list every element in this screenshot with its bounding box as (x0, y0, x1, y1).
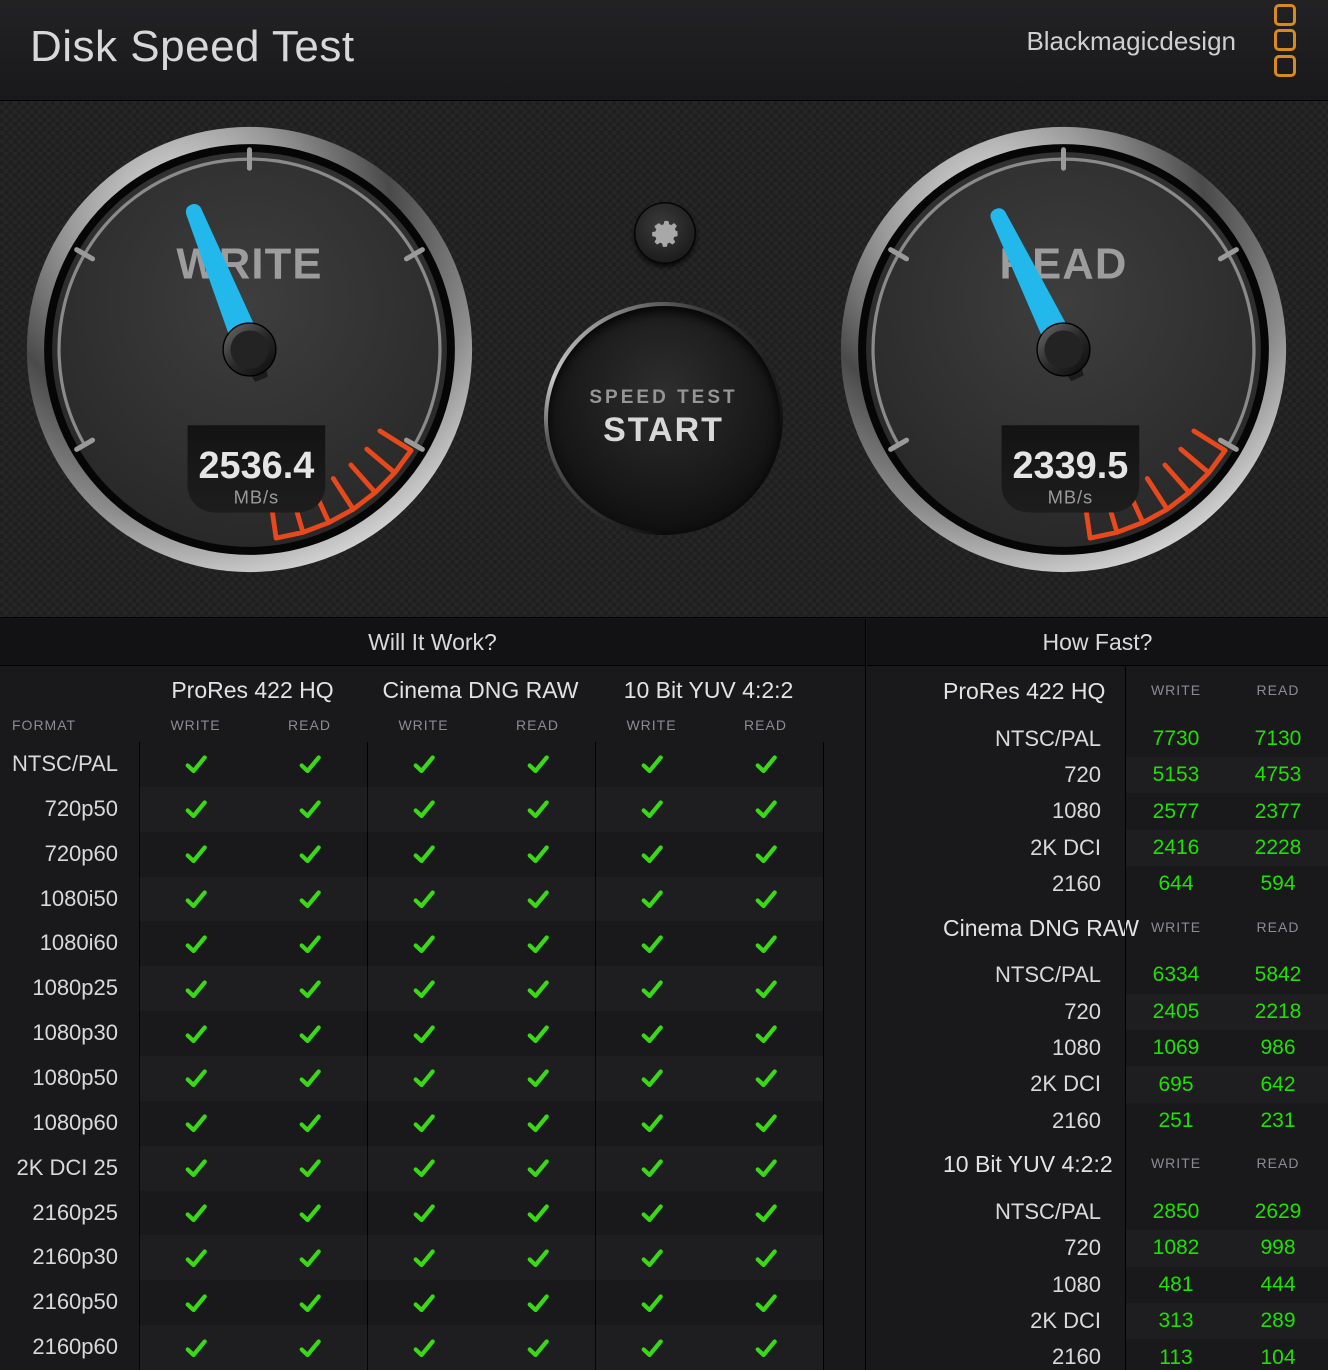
svg-text:MB/s: MB/s (234, 486, 280, 507)
svg-text:2339.5: 2339.5 (1012, 445, 1128, 487)
svg-text:2536.4: 2536.4 (198, 445, 314, 487)
svg-text:MB/s: MB/s (1048, 486, 1094, 507)
